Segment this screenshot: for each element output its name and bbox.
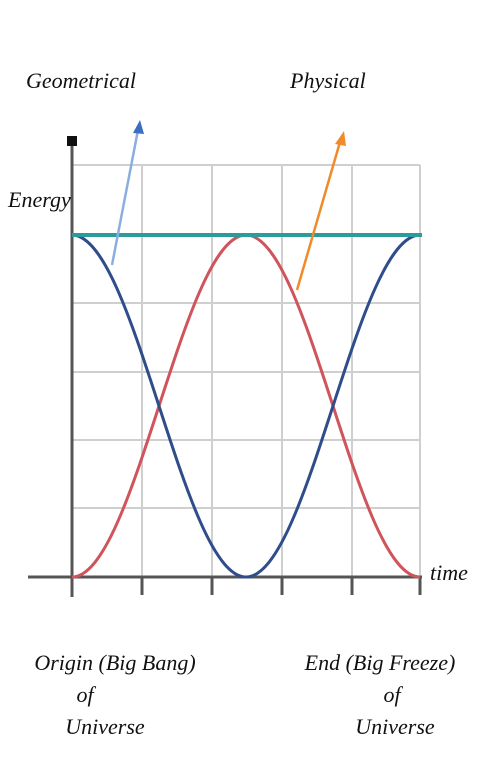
- grid: [72, 164, 421, 577]
- label: End (Big Freeze): [304, 650, 456, 675]
- geometrical-curve: [71, 233, 421, 579]
- label: time: [430, 560, 468, 585]
- label: of: [76, 682, 96, 707]
- label: Energy: [7, 187, 71, 212]
- label: Origin (Big Bang): [34, 650, 195, 675]
- arrow-head: [335, 131, 346, 146]
- axis-end: [67, 136, 77, 146]
- physical-curve: [71, 233, 421, 579]
- arrow: [295, 141, 342, 291]
- label: Universe: [355, 714, 435, 739]
- arrow-head: [133, 120, 144, 134]
- axes: [28, 140, 422, 597]
- label: Universe: [65, 714, 145, 739]
- label: Geometrical: [26, 68, 136, 93]
- arrow: [110, 129, 140, 266]
- label: Physical: [289, 68, 366, 93]
- label: of: [383, 682, 403, 707]
